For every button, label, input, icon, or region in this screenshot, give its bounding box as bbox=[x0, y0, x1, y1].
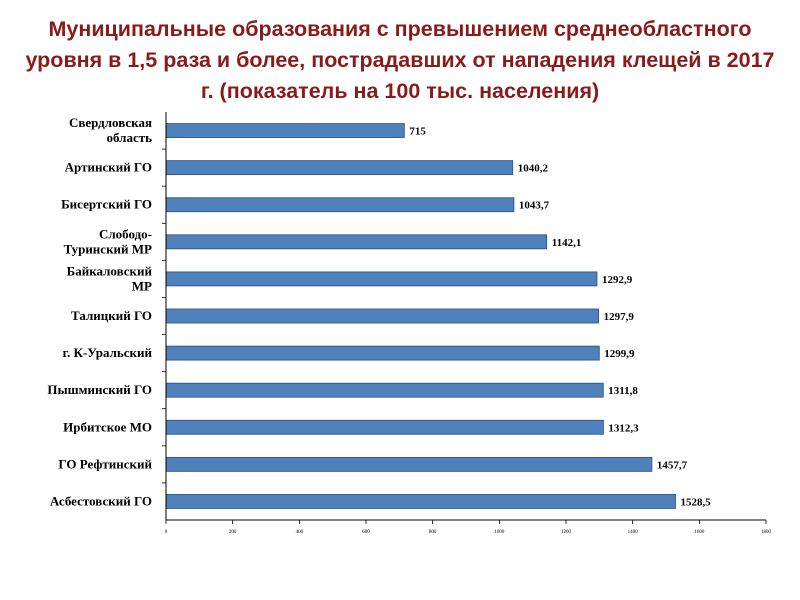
x-tick-label-8: 1600 bbox=[694, 530, 705, 535]
category-label-4: Байкаловский МР bbox=[67, 263, 153, 293]
bar-0 bbox=[165, 123, 405, 138]
category-label-8: Ирбитское МО bbox=[63, 419, 152, 434]
category-label-3: Слободо-Туринский МР bbox=[64, 226, 152, 256]
bar-7 bbox=[165, 382, 604, 398]
bar-1 bbox=[165, 160, 514, 176]
bar-6 bbox=[165, 345, 600, 361]
x-tick-label-5: 1000 bbox=[494, 530, 505, 535]
bar-5 bbox=[165, 308, 600, 324]
value-label-3: 1142,1 bbox=[552, 237, 582, 249]
value-label-1: 1040,2 bbox=[518, 163, 549, 175]
x-tick-label-1: 200 bbox=[229, 530, 237, 535]
category-label-2: Бисертский ГО bbox=[61, 197, 152, 212]
x-tick-label-7: 1400 bbox=[628, 530, 639, 535]
value-label-0: 715 bbox=[409, 126, 426, 138]
category-label-6: г. К-Уральский bbox=[63, 345, 153, 360]
value-label-5: 1297,9 bbox=[604, 311, 635, 323]
bar-10 bbox=[165, 494, 676, 509]
x-tick-label-6: 1200 bbox=[561, 530, 572, 535]
x-tick-label-3: 600 bbox=[362, 530, 370, 535]
category-label-9: ГО Рефтинский bbox=[58, 456, 152, 471]
value-label-7: 1311,8 bbox=[608, 385, 638, 397]
x-tick-label-2: 400 bbox=[296, 530, 304, 535]
category-label-10: Асбестовский ГО bbox=[50, 493, 152, 508]
value-label-9: 1457,7 bbox=[657, 459, 688, 471]
value-label-2: 1043,7 bbox=[519, 200, 550, 212]
value-label-4: 1292,9 bbox=[602, 274, 633, 286]
value-label-10: 1528,5 bbox=[681, 496, 712, 508]
category-label-1: Артинский ГО bbox=[65, 160, 152, 175]
page-title: Муниципальные образования с превышением … bbox=[25, 17, 775, 103]
bar-8 bbox=[165, 419, 604, 435]
bar-2 bbox=[165, 197, 515, 213]
x-tick-label-0: 0 bbox=[165, 530, 168, 535]
bar-4 bbox=[165, 271, 598, 287]
value-label-8: 1312,3 bbox=[608, 422, 639, 434]
category-label-0: Свердловская область bbox=[69, 115, 152, 145]
category-label-5: Талицкий ГО bbox=[71, 308, 152, 323]
bar-9 bbox=[165, 456, 653, 472]
category-label-7: Пышминский ГО bbox=[47, 382, 152, 397]
x-tick-label-4: 800 bbox=[429, 530, 437, 535]
x-tick-label-9: 1800 bbox=[761, 530, 772, 535]
value-label-6: 1299,9 bbox=[604, 348, 635, 360]
bar-3 bbox=[165, 234, 548, 250]
